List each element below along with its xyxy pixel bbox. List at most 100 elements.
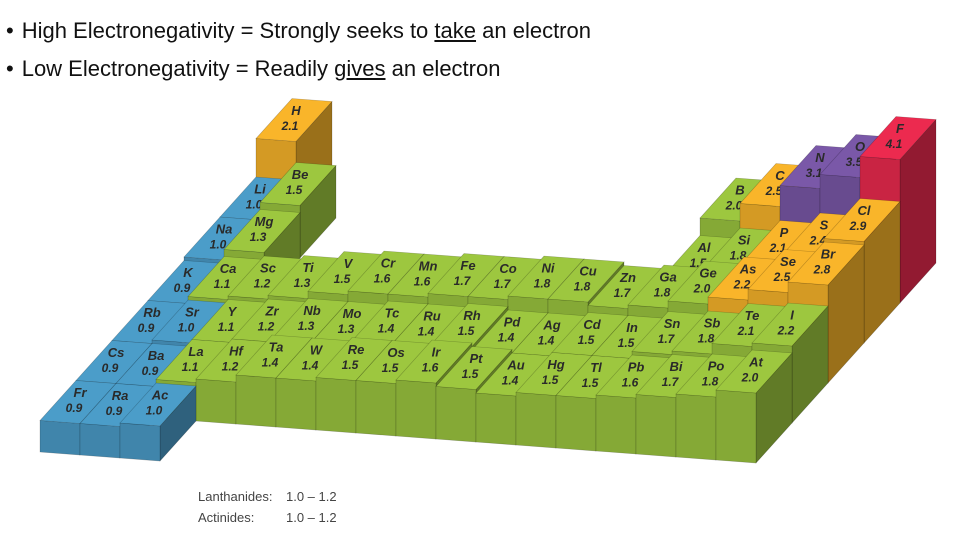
element-value: 1.5 (334, 272, 351, 286)
element-value: 1.8 (534, 277, 551, 291)
element-symbol: Sn (664, 316, 681, 331)
element-value: 1.4 (538, 334, 555, 348)
element-symbol: Cd (583, 317, 601, 332)
element-symbol: Re (348, 342, 365, 357)
element-symbol: Ir (432, 345, 442, 360)
element-value: 2.5 (765, 184, 783, 198)
element-symbol: Sr (185, 305, 200, 320)
element-symbol: C (775, 168, 785, 183)
element-value: 1.5 (582, 376, 599, 390)
element-value: 1.0 (210, 238, 227, 252)
element-value: 1.2 (222, 360, 239, 374)
footnote-range: 1.0 – 1.2 (286, 510, 337, 525)
element-symbol: Cl (858, 203, 871, 218)
element-symbol: Ge (699, 266, 716, 281)
element-symbol: Ta (269, 340, 284, 355)
element-value: 4.1 (885, 137, 903, 151)
element-symbol: W (310, 343, 324, 358)
element-value: 1.5 (286, 183, 303, 197)
box-front (315, 377, 357, 434)
element-symbol: Nb (303, 303, 320, 318)
element-value: 1.6 (414, 275, 431, 289)
element-value: 0.9 (106, 404, 123, 418)
element-symbol: O (855, 139, 865, 154)
bullet-line: • High Electronegativity = Strongly seeks… (6, 18, 591, 44)
element-symbol: H (291, 103, 301, 118)
box-front (235, 374, 277, 428)
element-symbol: Be (292, 167, 309, 182)
element-value: 1.7 (494, 277, 512, 291)
element-value: 1.7 (454, 274, 472, 288)
element-value: 2.9 (849, 219, 867, 233)
box-top (259, 162, 337, 206)
element-symbol: Ca (220, 261, 237, 276)
element-symbol: Bi (670, 359, 683, 374)
element-value: 1.1 (214, 277, 231, 291)
box-front (119, 422, 161, 462)
element-symbol: Tc (385, 306, 400, 321)
element-symbol: Hf (229, 344, 244, 359)
element-value: 1.4 (378, 322, 395, 336)
element-value: 1.8 (698, 332, 715, 346)
text: Low Electronegativity = Readily (21, 56, 335, 81)
element-value: 1.8 (654, 286, 671, 300)
box-front (515, 392, 557, 449)
box-top (823, 198, 901, 242)
footnote: Actinides: 1.0 – 1.2 (198, 510, 337, 525)
box-top (395, 339, 473, 384)
element-symbol: Zr (265, 304, 280, 319)
box-front (79, 423, 121, 459)
element-symbol: Au (506, 358, 524, 373)
element-value: 1.5 (458, 324, 475, 338)
element-symbol: Y (228, 304, 238, 319)
element-symbol: Br (821, 247, 836, 262)
element-symbol: Mg (255, 214, 274, 229)
box-top (751, 302, 829, 347)
element-symbol: Al (697, 240, 711, 255)
bullet-marker: • (6, 56, 14, 81)
element-symbol: Mn (419, 259, 438, 274)
bullet-marker: • (6, 18, 14, 43)
element-symbol: Tl (590, 360, 602, 375)
element-value: 2.4 (809, 234, 827, 248)
element-symbol: I (790, 308, 794, 323)
element-symbol: As (739, 262, 757, 277)
element-symbol: Ti (302, 260, 314, 275)
element-symbol: Mo (343, 306, 362, 321)
box-front (715, 389, 757, 464)
footnote-range: 1.0 – 1.2 (286, 489, 337, 504)
element-value: 1.1 (182, 360, 199, 374)
element-value: 1.2 (254, 277, 271, 291)
text: an electron (385, 56, 501, 81)
element-value: 1.5 (618, 336, 635, 350)
element-value: 2.1 (769, 241, 787, 255)
footnote-label: Lanthanides: (198, 489, 273, 504)
element-value: 0.9 (142, 364, 159, 378)
text: High Electronegativity = Strongly seeks … (21, 18, 435, 43)
box-top (859, 116, 937, 160)
element-value: 2.0 (741, 371, 759, 385)
element-value: 2.2 (777, 324, 795, 338)
element-value: 2.5 (773, 270, 791, 284)
element-symbol: Zn (619, 270, 636, 285)
element-value: 1.3 (338, 322, 355, 336)
box-top (715, 349, 793, 394)
element-symbol: Sb (704, 316, 721, 331)
element-symbol: Sc (260, 261, 277, 276)
element-value: 0.9 (138, 321, 155, 335)
box-top (255, 98, 333, 142)
box-front (195, 378, 237, 425)
element-symbol: Fr (74, 385, 88, 400)
element-symbol: Rb (143, 305, 160, 320)
element-value: 1.7 (614, 286, 632, 300)
element-value: 1.1 (218, 320, 235, 334)
element-symbol: Fe (460, 258, 475, 273)
element-value: 1.6 (422, 361, 439, 375)
footnote: Lanthanides: 1.0 – 1.2 (198, 489, 337, 504)
bullet-line: • Low Electronegativity = Readily gives a… (6, 56, 500, 82)
element-value: 2.2 (733, 278, 751, 292)
element-value: 0.9 (66, 401, 83, 415)
box-top (435, 346, 513, 390)
element-symbol: P (780, 225, 789, 240)
